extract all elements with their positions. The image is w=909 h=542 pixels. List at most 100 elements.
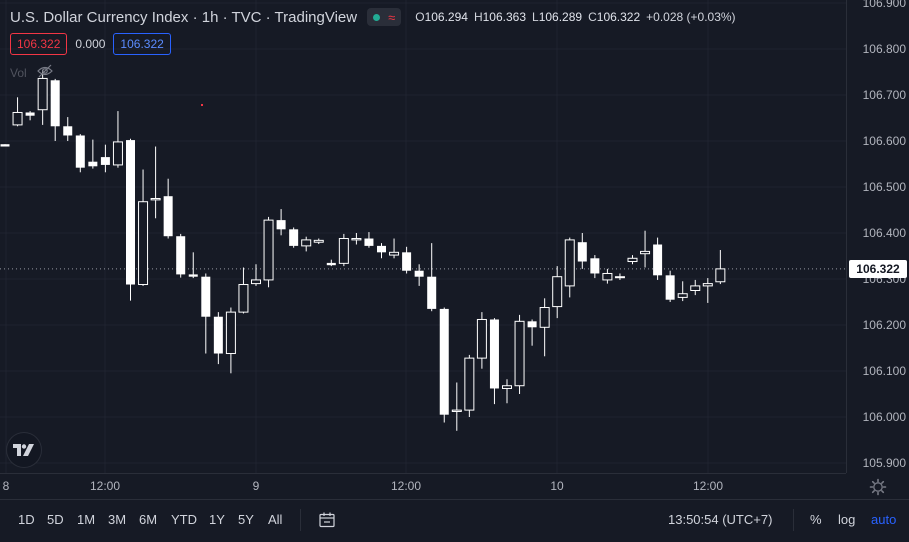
price-tick: 106.500 — [862, 180, 906, 194]
candle — [0, 144, 10, 147]
candle — [590, 255, 600, 279]
candle — [614, 273, 625, 280]
candle-body — [12, 111, 23, 126]
price-tick: 105.900 — [862, 456, 906, 470]
candle — [552, 266, 563, 319]
chart-area[interactable] — [0, 0, 846, 473]
price-tick: 106.700 — [862, 88, 906, 102]
tradingview-logo[interactable] — [7, 433, 41, 467]
candle — [163, 178, 173, 239]
low-label: L — [532, 10, 539, 24]
candle-body — [0, 144, 10, 147]
candle — [63, 117, 73, 141]
range-3m-button[interactable]: 3M — [108, 512, 127, 527]
candle — [640, 230, 651, 268]
candle-body — [251, 279, 261, 285]
candle-body — [126, 140, 135, 285]
clock-timezone[interactable]: 13:50:54 (UTC+7) — [668, 512, 773, 527]
candlestick-chart[interactable] — [0, 0, 846, 473]
toolbar-divider — [793, 509, 794, 531]
candle-body — [702, 283, 713, 287]
range-6m-button[interactable]: 6M — [139, 512, 158, 527]
log-scale-toggle[interactable]: log — [838, 512, 856, 527]
range-5d-button[interactable]: 5D — [47, 512, 64, 527]
sell-price-button[interactable]: 106.322 — [10, 33, 68, 55]
range-1m-button[interactable]: 1M — [77, 512, 96, 527]
buy-price-button[interactable]: 106.322 — [113, 33, 171, 55]
legend-header: U.S. Dollar Currency Index · 1h · TVC · … — [10, 7, 736, 27]
candle-body — [665, 275, 675, 300]
volume-label[interactable]: Vol — [10, 66, 27, 80]
price-tick: 106.400 — [862, 226, 906, 240]
candle — [50, 78, 60, 141]
candle — [176, 233, 186, 278]
candle-body — [514, 320, 525, 387]
candle-body — [351, 238, 362, 241]
symbol-title[interactable]: U.S. Dollar Currency Index · 1h · TVC · … — [10, 8, 358, 26]
time-axis[interactable]: 8 12:00 9 12:00 10 12:00 — [0, 473, 846, 500]
candle-body — [63, 126, 73, 136]
candle — [238, 267, 249, 314]
candle — [502, 379, 512, 404]
candle — [251, 264, 261, 286]
candle-body — [338, 238, 349, 264]
candle-body — [464, 357, 475, 411]
candle — [414, 264, 424, 286]
candle-body — [602, 272, 613, 281]
candle — [439, 307, 449, 423]
close-value: 106.322 — [596, 10, 641, 24]
current-price-label: 106.322 — [849, 260, 907, 278]
candle-body — [539, 307, 550, 328]
candle-body — [627, 257, 638, 263]
candle — [514, 314, 525, 394]
candle — [489, 318, 499, 405]
time-tick: 8 — [2, 479, 10, 493]
range-5y-button[interactable]: 5Y — [238, 512, 254, 527]
auto-scale-toggle[interactable]: auto — [871, 512, 897, 527]
candle — [451, 382, 462, 431]
candle-body — [37, 77, 48, 111]
high-label: H — [473, 10, 483, 24]
range-ytd-button[interactable]: YTD — [171, 512, 197, 527]
candle — [12, 97, 23, 127]
market-status-pill[interactable]: ≈ — [367, 8, 402, 26]
time-tick: 10 — [550, 479, 564, 493]
time-tick: 12:00 — [89, 479, 121, 493]
candle-body — [150, 198, 161, 201]
price-axis[interactable]: 106.900 106.800 106.700 106.600 106.500 … — [846, 0, 909, 473]
spread-value: 0.000 — [75, 37, 106, 51]
candle — [690, 279, 701, 296]
candle — [402, 246, 412, 274]
calendar-goto-icon[interactable] — [318, 511, 336, 529]
percent-scale-toggle[interactable]: % — [810, 512, 822, 527]
candle — [389, 238, 400, 259]
candle-body — [640, 250, 651, 255]
candle-body — [614, 276, 625, 279]
candle — [476, 312, 487, 369]
range-1y-button[interactable]: 1Y — [209, 512, 225, 527]
candle — [213, 312, 223, 365]
candle-body — [138, 201, 149, 286]
range-1d-button[interactable]: 1D — [18, 512, 35, 527]
hidden-eye-icon[interactable] — [36, 64, 54, 78]
candle-body — [502, 385, 512, 389]
price-tick: 106.000 — [862, 410, 906, 424]
candle-body — [112, 141, 123, 166]
candle-body — [590, 258, 600, 274]
gear-icon[interactable] — [869, 478, 887, 496]
price-tick: 106.800 — [862, 42, 906, 56]
range-all-button[interactable]: All — [268, 512, 283, 527]
candle-body — [489, 319, 499, 389]
candle-body — [263, 219, 274, 281]
candle — [677, 281, 688, 302]
candle-body — [552, 276, 563, 308]
candle-body — [313, 239, 324, 243]
candle — [527, 319, 537, 346]
candle — [263, 216, 274, 288]
candle-body — [653, 244, 663, 276]
candle-body — [238, 284, 249, 313]
candle — [715, 250, 726, 285]
change-value: +0.028 (+0.03%) — [646, 10, 736, 24]
candle — [364, 232, 374, 248]
candle — [138, 169, 149, 286]
